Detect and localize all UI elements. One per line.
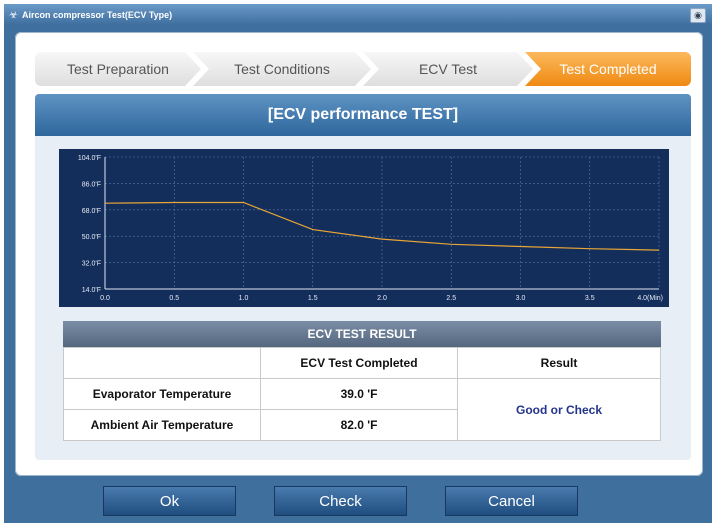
evaporator-temperature-value: 39.0 'F [260,378,458,410]
x-tick-label: 3.5 [585,295,595,302]
step-test-preparation: Test Preparation [35,52,201,86]
y-tick-label: 86.0'F [82,181,101,188]
table-row: Ambient Air Temperature 82.0 'F [63,409,661,441]
result-title: ECV TEST RESULT [63,321,661,347]
result-value: Good or Check [457,378,661,441]
row-label-ambient: Ambient Air Temperature [63,409,261,441]
y-tick-label: 32.0'F [82,261,101,268]
header-cell-ecv-test-completed: ECV Test Completed [260,347,458,379]
step-label: ECV Test [418,61,478,77]
app-window: ☣ Aircon compressor Test(ECV Type) ◉ Tes… [4,4,712,523]
step-ecv-test: ECV Test [363,52,533,86]
step-progress-bar: Test Preparation Test Conditions ECV Tes… [35,52,691,86]
title-bar: ☣ Aircon compressor Test(ECV Type) ◉ [4,4,712,26]
header-cell-result: Result [457,347,661,379]
row-label-evaporator: Evaporator Temperature [63,378,261,410]
x-tick-label: 2.5 [446,295,456,302]
y-tick-label: 104.0'F [78,155,101,162]
x-tick-label: 2.0 [377,295,387,302]
x-tick-label: 0.0 [100,295,110,302]
cancel-button[interactable]: Cancel [445,486,578,516]
ambient-temperature-value: 82.0 'F [260,409,458,441]
app-icon: ☣ [9,9,18,21]
table-header-row: ECV Test Completed Result [63,347,661,379]
x-tick-label: 0.5 [169,295,179,302]
x-tick-label: 4.0(Min) [637,295,663,302]
chart-svg: 104.0'F 86.0'F 68.0'F 50.0'F 32.0'F 14.0'F0.0… [78,155,663,302]
y-tick-label: 50.0'F [82,234,101,241]
y-tick-label: 14.0'F [82,287,101,294]
x-tick-label: 1.5 [308,295,318,302]
series-line [104,201,660,251]
temperature-chart: 104.0'F 86.0'F 68.0'F 50.0'F 32.0'F 14.0'F 0.0… [59,149,669,307]
y-tick-label: 68.0'F [82,208,101,215]
step-test-completed: Test Completed [525,52,691,86]
step-label: Test Conditions [234,61,330,77]
window-title: Aircon compressor Test(ECV Type) [21,10,173,20]
header-cell-empty [63,347,261,379]
panel-title: [ECV performance TEST] [35,94,691,136]
window-control-icon[interactable]: ◉ [690,8,706,23]
x-tick-label: 3.0 [516,295,526,302]
result-table: ECV Test Completed Result Evaporator Tem… [63,347,661,441]
step-label: Test Preparation [67,61,169,77]
ok-button[interactable]: Ok [103,486,236,516]
step-label: Test Completed [559,61,657,77]
content-area: Test Preparation Test Conditions ECV Tes… [15,32,703,476]
test-panel: [ECV performance TEST] 104.0'F 86.0'F 68.0… [35,94,691,460]
step-test-conditions: Test Conditions [193,52,371,86]
table-row: Evaporator Temperature 39.0 'F Good or C… [63,378,661,441]
check-button[interactable]: Check [274,486,407,516]
x-tick-label: 1.0 [239,295,249,302]
